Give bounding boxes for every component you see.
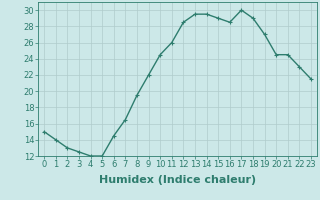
X-axis label: Humidex (Indice chaleur): Humidex (Indice chaleur) [99, 175, 256, 185]
